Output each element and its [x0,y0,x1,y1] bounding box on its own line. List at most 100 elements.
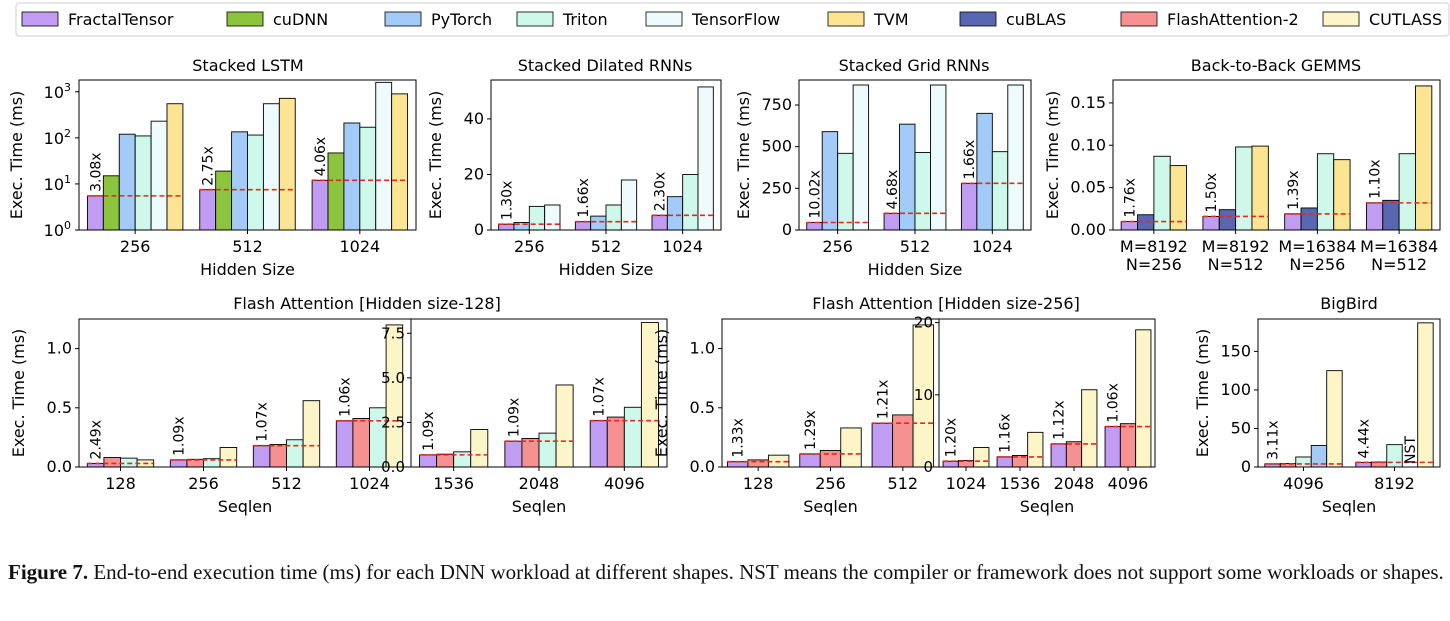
chart-panel-9: 3.11x 4.44x NST 0 50 100 150 4096 8192 BigBird Seq… [1193,294,1441,516]
x-tick-label: 128 [743,474,774,493]
bar [606,416,625,468]
bar [1104,426,1121,468]
bar [219,447,238,468]
bar [996,456,1013,468]
x-tick-label: M=16384 [1278,237,1356,256]
x-tick-label: 1024 [339,237,380,256]
bar [311,179,329,231]
bar [1119,423,1137,468]
y-tick-label: 2.5 [381,413,405,431]
bar [1386,444,1403,468]
speedup-label: 1.09x [506,398,522,437]
speedup-label: 2.30x [653,172,669,211]
chart-panel-2: 1.30x 1.66x 2.30x 0 20 40 256 512 1024 Stacked Di… [426,56,722,279]
bar [837,152,854,231]
bar [682,173,699,231]
x-tick-label: 512 [271,474,302,493]
speedup-label: 4.06x [313,137,329,176]
x-tick-label: 8192 [1374,474,1415,493]
speedup-label: 1.06x [1106,383,1122,422]
y-tick-label: 150 [1220,341,1251,360]
chart-panel-7: 1.33x 1.29x 1.21x 0.0 0.5 1.0 128 256 512 Flash A… [652,294,1080,516]
y-tick-label: 0.10 [1070,135,1106,154]
speedup-label: 10.02x [807,170,823,218]
bar [278,97,296,231]
figure-caption: Figure 7. End-to-end execution time (ms)… [8,558,1444,586]
bar [1251,145,1269,231]
bar [150,120,168,231]
bar [375,81,393,231]
x-tick-label: 4096 [604,474,645,493]
legend-swatch [827,11,865,27]
x-tick-label: N=512 [1371,255,1427,274]
plot-frame [1257,318,1441,468]
legend-label: CUTLASS [1369,10,1442,29]
legend-label: TVM [873,10,909,29]
x-tick-label: M=16384 [1360,237,1438,256]
legend-label: FlashAttention-2 [1167,10,1299,29]
legend: FractalTensor cuDNN PyTorch Triton TensorFlo… [15,2,1450,37]
y-tick-label: 101 [44,173,71,194]
bar [343,122,361,231]
y-tick-label: 100 [1220,380,1251,399]
speedup-label: 1.07x [592,377,608,416]
bar [1153,155,1171,231]
bar [623,406,642,468]
bar [973,447,990,468]
bar [544,204,561,231]
bar [169,459,188,468]
caption-text: End-to-end execution time (ms) for each … [93,560,1444,584]
bar [247,134,264,231]
x-tick-label: 1024 [349,474,390,493]
bar [1295,456,1312,468]
x-tick-label: 512 [900,237,931,256]
bar [991,151,1009,231]
x-axis-label: Hidden Size [559,260,654,279]
bar [102,175,120,231]
speedup-label: 1.66x [576,178,592,217]
bar [1415,85,1433,231]
legend-label: FractalTensor [68,10,174,29]
bar [840,427,862,468]
speedup-label: 3.08x [88,152,104,191]
bar [620,179,638,231]
bar [1081,389,1098,468]
x-tick-label: 1024 [662,237,703,256]
bar [134,135,152,231]
y-tick-label: 102 [44,127,71,148]
y-tick-label: 40 [464,109,484,128]
bar [528,205,546,231]
bar [590,215,607,231]
bar [1120,221,1138,231]
y-tick-label: 1.0 [47,339,72,358]
chart-title: Stacked Grid RNNs [839,56,990,75]
speedup-label: 1.50x [1204,173,1220,212]
x-tick-label: 256 [514,237,545,256]
y-tick-label: 250 [761,178,792,197]
x-tick-label: 1536 [1000,474,1041,493]
plot-frame [1112,79,1441,231]
bar [252,445,271,468]
y-tick-label: 0.05 [1070,178,1106,197]
y-axis-label: Exec. Time (ms) [1193,329,1212,458]
bar [976,112,993,231]
bar [1235,146,1253,231]
x-tick-label: 2048 [519,474,560,493]
bar [1300,207,1318,231]
bar [262,103,280,231]
legend-label: PyTorch [431,10,492,29]
bar [385,324,404,468]
speedup-label: 1.76x [1122,178,1138,217]
x-tick-label: 256 [120,237,151,256]
legend-label: Triton [562,10,608,29]
y-axis-label: Exec. Time (ms) [9,329,28,458]
speedup-label: 1.16x [998,413,1014,452]
x-axis-label: Seqlen [1322,497,1377,516]
legend-label: cuDNN [273,10,328,29]
speedup-label: 1.30x [499,181,515,220]
x-tick-label: 512 [591,237,622,256]
bar [852,84,870,231]
bar [806,222,823,231]
legend-swatch [516,11,554,27]
x-axis-label: Seqlen [512,497,567,516]
